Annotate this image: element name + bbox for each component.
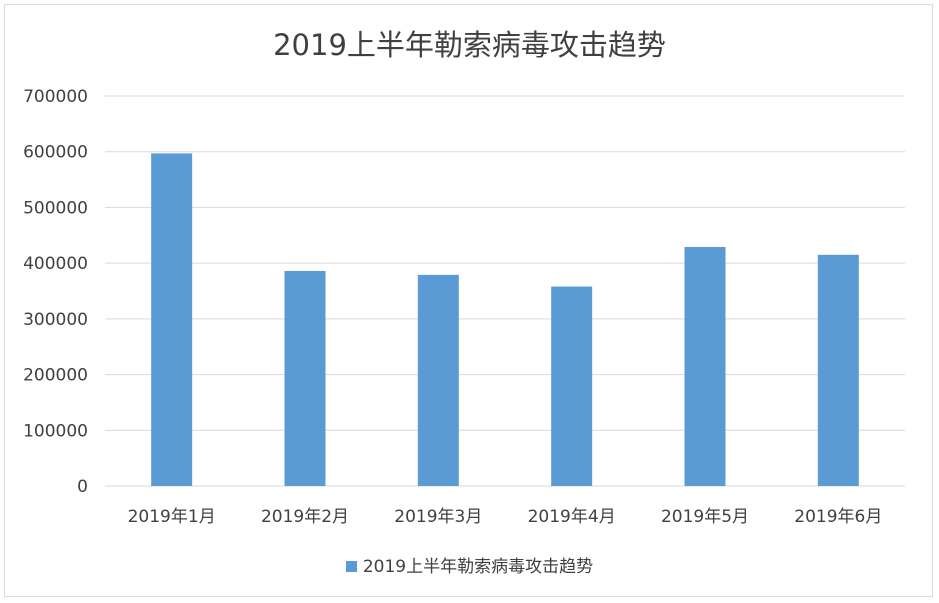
chart-title: 2019上半年勒索病毒攻击趋势	[273, 28, 666, 62]
y-axis-ticks: 0 100000 200000 300000 400000 500000 600000 700…	[23, 87, 88, 497]
bar-2	[284, 270, 326, 486]
y-tick-label: 400000	[23, 254, 88, 274]
legend-label: 2019上半年勒索病毒攻击趋势	[362, 557, 594, 577]
grid-lines	[105, 95, 905, 487]
y-tick-label: 500000	[23, 198, 88, 218]
y-tick-label: 300000	[23, 310, 88, 330]
y-tick-label: 600000	[23, 143, 88, 163]
x-tick-label: 2019年6月	[794, 507, 882, 527]
legend: 2019上半年勒索病毒攻击趋势	[0, 552, 939, 577]
x-tick-label: 2019年2月	[261, 507, 349, 527]
bar-3	[417, 274, 459, 486]
bar-4	[551, 286, 593, 486]
bars	[151, 153, 859, 486]
y-tick-label: 700000	[23, 87, 88, 107]
x-tick-label: 2019年1月	[128, 507, 216, 527]
x-tick-label: 2019年5月	[661, 507, 749, 527]
x-tick-label: 2019年3月	[394, 507, 482, 527]
y-tick-label: 100000	[23, 421, 88, 441]
bar-1	[151, 153, 193, 486]
bar-5	[684, 246, 726, 486]
y-tick-label: 200000	[23, 366, 88, 386]
x-axis-ticks: 2019年1月 2019年2月 2019年3月 2019年4月 2019年5月 2019年…	[128, 507, 883, 527]
bar-6	[817, 254, 859, 486]
x-tick-label: 2019年4月	[528, 507, 616, 527]
legend-swatch	[345, 561, 357, 572]
y-tick-label: 0	[77, 477, 88, 497]
